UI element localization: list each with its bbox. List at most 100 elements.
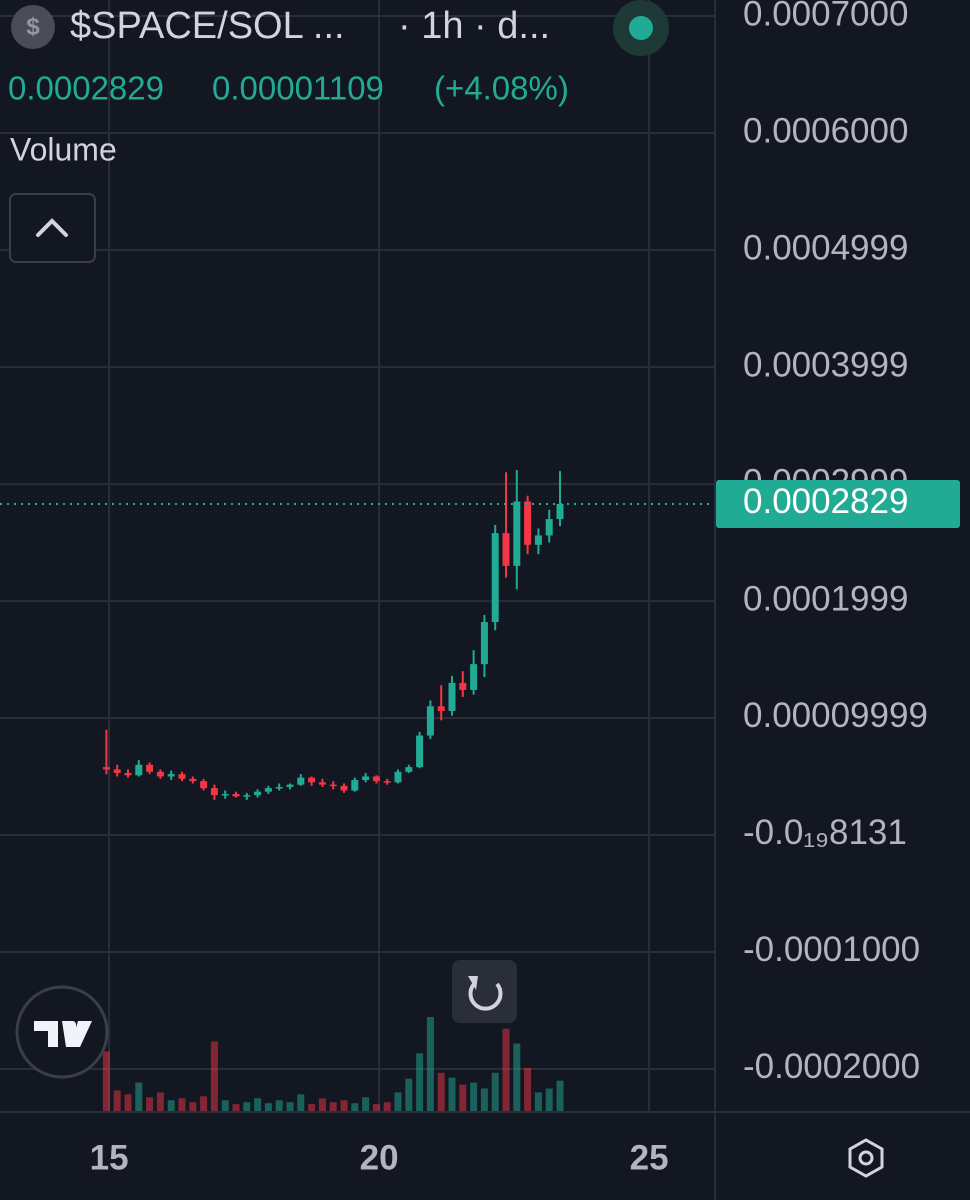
title[interactable]: $SPACE/SOL ... [70,5,345,47]
x-tick-label: 20 [360,1138,399,1177]
reset-button[interactable] [452,960,517,1023]
volume-bar [286,1102,294,1112]
candle-body [405,767,413,772]
candle-body [113,769,121,773]
volume-bar [264,1103,272,1112]
y-tick-label: 0.0007000 [743,0,908,33]
volume-bar [210,1041,218,1112]
volume-bar [405,1078,413,1112]
y-tick-label: 0.0006000 [743,111,908,150]
volume-bar [362,1097,370,1112]
volume-bar [200,1096,208,1112]
candle-body [254,791,262,796]
candle-body [243,795,251,797]
candle-body [448,682,456,711]
candle-body [264,788,272,792]
candle-body [221,794,229,796]
volume-bar [135,1082,143,1112]
candle-body [275,786,283,789]
candle-body [372,776,380,782]
volume-bar [329,1102,337,1112]
volume-bar [394,1092,402,1112]
volume-bar [156,1092,164,1112]
volume-bar [513,1043,521,1112]
volume-bar [426,1017,434,1112]
y-tick-label: 0.0003999 [743,345,908,384]
volume-bar [178,1098,186,1112]
volume-bar [470,1082,478,1112]
candle-body [340,785,348,791]
volume-bar [167,1100,175,1112]
settings-icon[interactable] [848,1138,884,1178]
settings-icon-center [858,1150,874,1166]
candle-body [545,519,553,536]
volume-bar [318,1098,326,1112]
volume-bar [416,1053,424,1112]
volume-bar [524,1067,532,1112]
y-tick-label: 0.00009999 [743,696,928,735]
candle-body [286,784,294,787]
candle-body [135,764,143,776]
candle-body [156,771,164,777]
logo [34,1021,92,1047]
volume-bar [102,1051,110,1112]
candle-body [362,776,370,780]
candle-body [426,706,434,736]
volume-bar [491,1072,499,1112]
volume-bar [189,1102,197,1112]
logo-button[interactable] [15,985,109,1079]
candle-body [146,764,154,772]
candle-body [459,682,467,690]
candle-body [308,777,316,783]
volume-bar [556,1080,564,1112]
x-tick-label: 15 [90,1138,129,1177]
collapse-button[interactable] [9,193,96,263]
change: 0.00001109 [212,70,384,107]
candle-body [232,794,240,797]
volume-bar [221,1100,229,1112]
volume-bar [232,1104,240,1112]
volume-bar [448,1077,456,1112]
candle-body [351,779,359,791]
candle-body [200,781,208,789]
candle-body [491,533,499,623]
last-price-label: 0.0002829 [743,482,908,521]
volume-bar [146,1097,154,1112]
volume-bar [502,1028,510,1112]
candle-body [416,735,424,768]
status-dot [629,16,653,40]
symbol-icon-text: $ [26,13,40,40]
chevron-icon [36,218,68,237]
volume-bar [113,1090,121,1112]
candle-body [167,774,175,777]
candle-body [502,533,510,566]
last-price-badge [716,479,960,528]
candle-body [178,774,186,779]
volume-bar [297,1094,305,1112]
reset-arrow [468,976,478,990]
symbol-icon [11,5,55,49]
volume-bar [534,1092,542,1112]
y-tick-label: 0.0004999 [743,228,908,267]
candle-body [124,772,132,776]
change-pct: (+4.08%) [434,70,569,107]
candle-body [524,501,532,545]
volume-bar [383,1102,391,1112]
reset-icon [468,982,503,1011]
volume-bar [340,1100,348,1112]
y-tick-label: -0.0001000 [743,930,920,969]
volume-bar [351,1103,359,1112]
candle-body [102,767,110,770]
volume-label: Volume [10,131,117,167]
interval[interactable]: · 1h · d... [398,5,550,47]
last-price: 0.0002829 [8,70,164,107]
candle-body [329,784,337,787]
candle-body [318,782,326,785]
candle-body [189,778,197,782]
candle-body [297,777,305,785]
candle-body [210,788,218,796]
volume-bar [254,1098,262,1112]
y-tick-label: 0.0001999 [743,579,908,618]
candle-body [383,781,391,783]
volume-bar [308,1104,316,1112]
